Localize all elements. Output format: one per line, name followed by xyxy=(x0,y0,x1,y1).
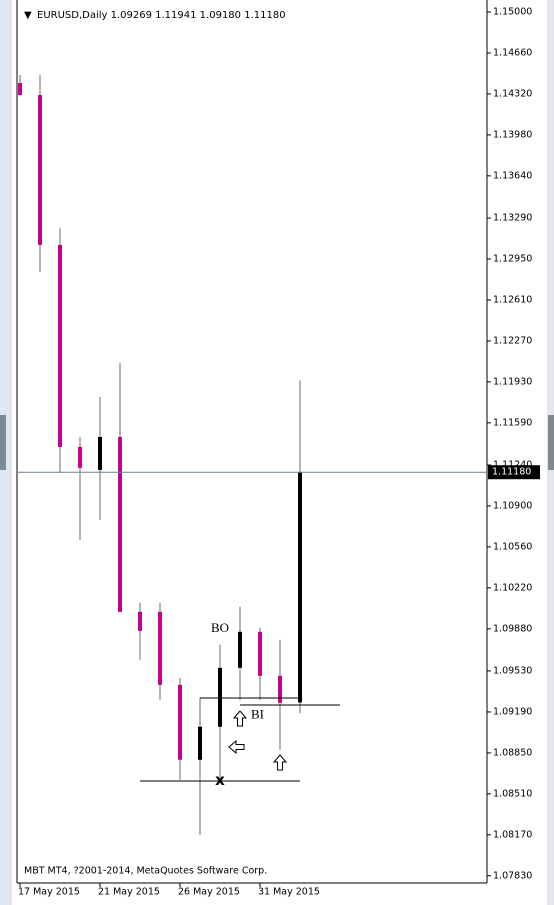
candle-body xyxy=(198,726,202,760)
annotation: x xyxy=(215,771,225,789)
y-tick-label: 1.11590 xyxy=(493,417,532,428)
y-tick-label: 1.13290 xyxy=(493,213,532,224)
x-tick-label: 26 May 2015 xyxy=(178,887,240,898)
annotation: BI xyxy=(251,707,264,722)
candle-body xyxy=(298,472,302,703)
y-tick-label: 1.10900 xyxy=(493,500,532,511)
up-arrow xyxy=(232,710,248,727)
candle-body xyxy=(18,82,22,96)
x-tick-label: 31 May 2015 xyxy=(258,887,320,898)
candle-body xyxy=(258,631,262,676)
y-tick-label: 1.08510 xyxy=(493,788,532,799)
y-tick-label: 1.08850 xyxy=(493,747,532,758)
footer: MBT MT4, ?2001-2014, MetaQuotes Software… xyxy=(24,866,267,877)
y-tick-label: 1.10560 xyxy=(493,541,532,552)
y-tick-label: 1.11240 xyxy=(493,459,532,470)
candle-body xyxy=(58,244,62,447)
y-tick-label: 1.14660 xyxy=(493,48,532,59)
y-tick-label: 1.08170 xyxy=(493,829,532,840)
candle-body xyxy=(138,611,142,631)
candle-body xyxy=(158,611,162,685)
y-tick-label: 1.14320 xyxy=(493,88,532,99)
current-price-box xyxy=(488,465,540,480)
candle-body xyxy=(218,667,222,727)
up-arrow xyxy=(272,754,288,771)
y-tick-label: 1.12950 xyxy=(493,253,532,264)
x-tick-label: 17 May 2015 xyxy=(18,887,80,898)
y-tick-label: 1.13640 xyxy=(493,170,532,181)
y-tick-label: 1.09880 xyxy=(493,623,532,634)
candle-body xyxy=(118,436,122,612)
x-tick-label: 21 May 2015 xyxy=(98,887,160,898)
current-price-label: 1.11180 xyxy=(492,467,531,478)
y-tick-label: 1.09190 xyxy=(493,706,532,717)
annotation: BO xyxy=(211,620,229,635)
y-tick-label: 1.09530 xyxy=(493,665,532,676)
candle-body xyxy=(178,684,182,760)
left-handle xyxy=(0,415,6,470)
drawings xyxy=(140,697,340,782)
chart-title: ▼ xyxy=(24,10,32,21)
y-tick-label: 1.10220 xyxy=(493,582,532,593)
y-tick-label: 1.15000 xyxy=(493,7,532,18)
y-tick-label: 1.13980 xyxy=(493,129,532,140)
chart-title: EURUSD,Daily 1.09269 1.11941 1.09180 1.1… xyxy=(37,10,286,21)
candle-body xyxy=(78,446,82,468)
candle-body xyxy=(278,675,282,703)
candle-body xyxy=(98,436,102,470)
y-tick-label: 1.12270 xyxy=(493,335,532,346)
y-tick-label: 1.11930 xyxy=(493,376,532,387)
y-tick-label: 1.07830 xyxy=(493,870,532,881)
y-tick-label: 1.12610 xyxy=(493,294,532,305)
left-arrow xyxy=(228,739,245,755)
candle-body xyxy=(38,95,42,245)
right-handle xyxy=(548,415,554,470)
candle-body xyxy=(238,631,242,668)
